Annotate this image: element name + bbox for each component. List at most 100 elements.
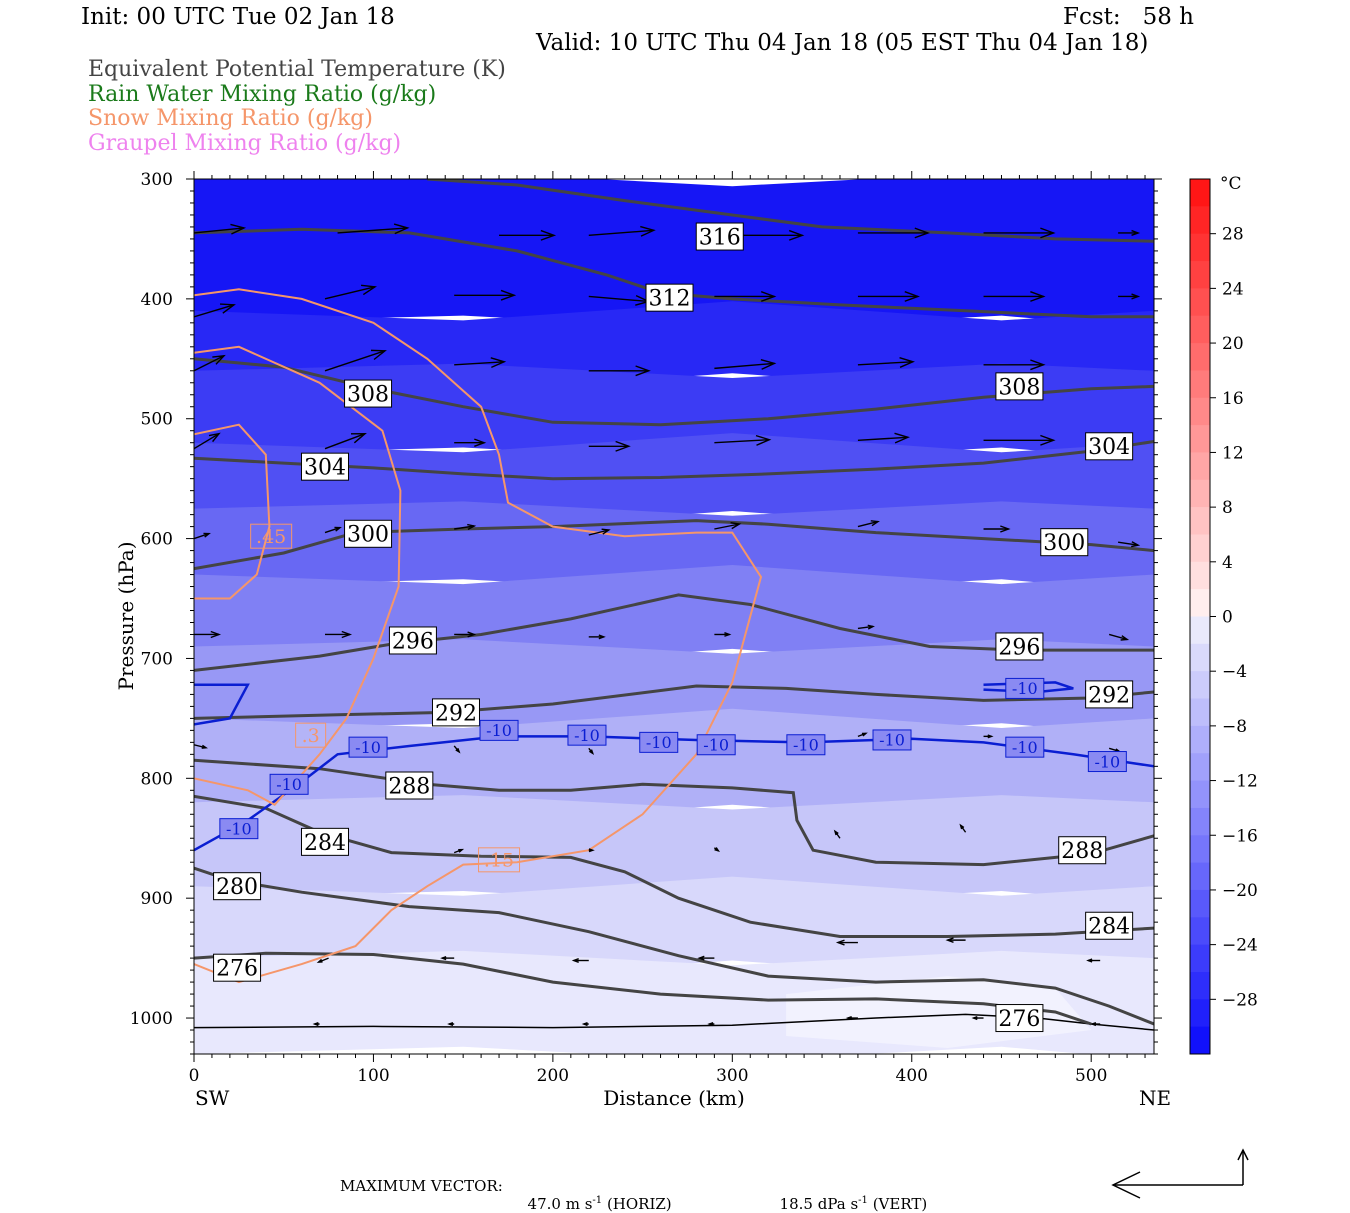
- theta-e-label-box: [1085, 911, 1134, 940]
- colorbar-label: −28: [1222, 990, 1258, 1010]
- wind-vector: [499, 229, 557, 241]
- temperature-label-box: [872, 729, 912, 751]
- temperature-label-box: [269, 773, 309, 795]
- wind-vector: [316, 957, 329, 963]
- theta-e-label: 276: [216, 957, 258, 982]
- colorbar-segment: [1190, 479, 1210, 508]
- temperature-label-box: [567, 724, 607, 746]
- wind-vector: [588, 747, 595, 755]
- temperature-label-box: [1005, 736, 1045, 758]
- colorbar-label: 28: [1222, 225, 1244, 245]
- contour-lines: [194, 179, 1154, 1031]
- snow-label-box: [478, 847, 521, 873]
- wind-vector: [1090, 1022, 1101, 1027]
- theta-e-label: 300: [1043, 531, 1085, 556]
- wind-vector: [983, 525, 1011, 533]
- y-tick-label: 700: [141, 649, 173, 669]
- colorbar-segment: [1190, 671, 1210, 700]
- wind-vector: [454, 289, 517, 301]
- wind-vector: [194, 303, 236, 318]
- y-tick-label: 1000: [130, 1009, 173, 1029]
- wind-vector: [732, 229, 805, 241]
- wind-vector: [714, 291, 777, 302]
- colorbar-segment: [1190, 971, 1210, 1000]
- wind-vector: [714, 521, 742, 530]
- wind-vector: [194, 532, 211, 540]
- colorbar-label: 20: [1222, 334, 1244, 354]
- temperature-label-box: [219, 818, 259, 840]
- temperature-label: -10: [276, 775, 302, 794]
- snow-label-box: [250, 523, 293, 549]
- wind-vector: [714, 359, 777, 370]
- wind-vector: [571, 958, 589, 963]
- theta-e-label: 276: [998, 1007, 1040, 1032]
- wind-vector: [454, 523, 477, 531]
- legend-snow: Snow Mixing Ratio (g/kg): [88, 106, 373, 131]
- forecast-hour: Fcst: 58 h: [1063, 4, 1194, 30]
- max-vector-label: MAXIMUM VECTOR:: [340, 1177, 503, 1195]
- temperature-label-box: [639, 731, 679, 753]
- colorbar-segment: [1190, 616, 1210, 645]
- horiz-exp: -1: [592, 1195, 603, 1206]
- wind-vector: [983, 434, 1056, 446]
- colorbar-label: 8: [1222, 498, 1233, 518]
- temperature-label-box: [348, 736, 388, 758]
- wind-vector: [714, 632, 732, 637]
- x-left-end-label: SW: [195, 1086, 230, 1110]
- x-tick-label: 300: [716, 1066, 748, 1086]
- theta-e-label: 288: [388, 774, 430, 799]
- colorbar-segment: [1190, 561, 1210, 590]
- wind-vector: [194, 744, 208, 749]
- theta-e-label: 280: [216, 875, 258, 900]
- temperature-band: [194, 708, 1154, 824]
- theta-e-contour: [194, 684, 1154, 720]
- temperature-label: -10: [1012, 738, 1038, 757]
- colorbar-segment: [1190, 835, 1210, 864]
- colorbar-label: 4: [1222, 553, 1233, 573]
- wind-vector: [1118, 293, 1141, 300]
- x-tick-label: 100: [357, 1066, 389, 1086]
- colorbar-label: 12: [1222, 443, 1244, 463]
- theta-e-label-box: [995, 372, 1044, 401]
- temperature-label: -10: [574, 726, 600, 745]
- temperature-label-box: [696, 734, 736, 756]
- theta-e-label-box: [213, 953, 262, 982]
- vert-value: 18.5 dPa s: [779, 1195, 859, 1213]
- colorbar-label: −24: [1222, 936, 1258, 956]
- wind-vector: [857, 432, 910, 444]
- temperature-label: -10: [1012, 679, 1038, 698]
- plot-frame: [193, 178, 1155, 1055]
- theta-e-label: 296: [392, 629, 434, 654]
- temperature-label: -10: [486, 721, 512, 740]
- temperature-label-box: [479, 719, 519, 741]
- theta-e-label: 308: [347, 382, 389, 407]
- colorbar: 28 24 20 16 12 8 4 0 −4 −8 −12 −16 −20 −24 −28: [1189, 178, 1258, 1055]
- colorbar-segment: [1190, 698, 1210, 727]
- legend-theta-e: Equivalent Potential Temperature (K): [88, 57, 506, 82]
- wind-vector: [194, 223, 247, 235]
- temperature-label: -10: [703, 736, 729, 755]
- wind-vector: [983, 227, 1056, 239]
- theta-e-label-box: [1040, 528, 1089, 557]
- temperature-label: -10: [646, 733, 672, 752]
- y-tick-label: 600: [141, 530, 173, 550]
- theta-e-label-box: [695, 222, 744, 251]
- temperature-label-box: [1005, 677, 1045, 699]
- wind-vector: [324, 349, 387, 372]
- valid-time: Valid: 10 UTC Thu 04 Jan 18 (05 EST Thu …: [536, 30, 1149, 56]
- wind-vector: [971, 1016, 984, 1021]
- wind-vector: [453, 848, 465, 854]
- theta-e-contour: [427, 179, 1154, 243]
- snow-label: .45: [256, 526, 286, 548]
- wind-vector: [588, 848, 595, 853]
- temperature-label-box: [1087, 751, 1127, 773]
- wind-vector: [857, 624, 875, 630]
- y-tick-label: 900: [141, 889, 173, 909]
- colorbar-segment: [1190, 999, 1210, 1028]
- temperature-band: [194, 501, 1154, 594]
- snow-label: .15: [484, 850, 514, 872]
- colorbar-segment: [1190, 780, 1210, 809]
- colorbar-segment: [1190, 1026, 1210, 1055]
- wind-vector: [714, 434, 772, 446]
- colorbar-segment: [1190, 889, 1210, 918]
